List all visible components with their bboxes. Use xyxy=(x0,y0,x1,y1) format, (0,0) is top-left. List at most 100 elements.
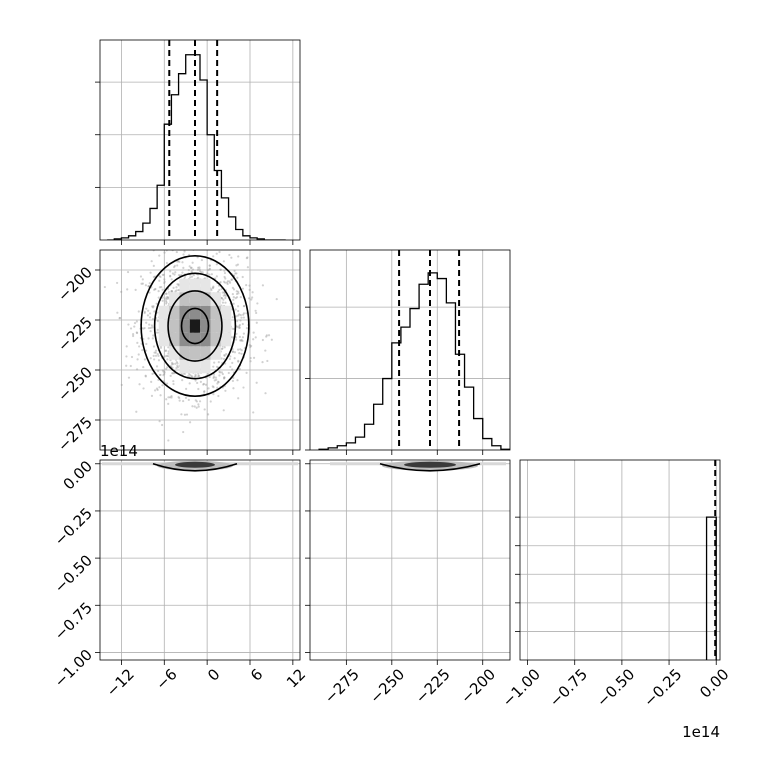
hist2d-p0-p1-point-841 xyxy=(141,278,144,281)
hist2d-p0-p1-point-969 xyxy=(233,269,236,272)
hist2d-p0-p1-point-571 xyxy=(246,256,249,259)
hist2d-p0-p1-cell-15 xyxy=(189,359,201,374)
hist2d-p0-p1-point-1413 xyxy=(164,349,168,352)
hist2d-p0-p1-point-1474 xyxy=(197,403,200,406)
hist2d-p0-p1-cell-19 xyxy=(189,305,201,320)
hist2d-p0-p1-point-604 xyxy=(212,385,215,389)
hist2d-p0-p1-point-1222 xyxy=(254,336,257,339)
hist2d-p0-p1-point-1283 xyxy=(127,323,130,326)
hist-p2-grid-y xyxy=(520,516,720,632)
hist2d-p0-p1-point-1308 xyxy=(237,292,240,295)
hist2d-p0-p1-point-1267 xyxy=(222,409,225,412)
hist2d-p0-p1-point-1159 xyxy=(161,296,164,299)
hist2d-p0-p1-point-1317 xyxy=(184,396,188,399)
hist2d-p0-p1-point-122 xyxy=(134,288,137,291)
hist2d-p0-p1-point-451 xyxy=(256,302,259,305)
hist2d-p0-p1-point-1058 xyxy=(223,376,226,379)
hist2d-p0-p1-point-1418 xyxy=(125,364,128,367)
hist2d-p0-p1-point-635 xyxy=(149,357,152,360)
hist2d-p0-p1-point-35 xyxy=(167,352,170,355)
hist2d-p0-p1-point-784 xyxy=(232,387,235,390)
hist2d-p0-p1-point-46 xyxy=(153,351,156,354)
hist2d-p0-p1-point-1183 xyxy=(245,371,248,374)
hist2d-p0-p1-point-186 xyxy=(238,367,241,371)
hist2d-p0-p1-point-1324 xyxy=(165,292,168,295)
hist2d-p0-p1-point-1370 xyxy=(229,365,232,368)
hist2d-p0-p1-point-288 xyxy=(236,320,239,323)
hist2d-p0-p1-point-689 xyxy=(233,357,236,360)
hist2d-p0-p1-point-707 xyxy=(159,275,162,279)
hist2d-p0-p1-point-1171 xyxy=(235,332,238,335)
hist2d-p0-p1-point-485 xyxy=(197,276,200,279)
hist2d-p0-p1-point-30 xyxy=(210,273,213,276)
hist2d-p0-p1-point-53 xyxy=(140,282,143,285)
hist2d-p0-p1-point-417 xyxy=(173,264,176,267)
hist2d-p0-p1-point-558 xyxy=(188,382,191,385)
hist2d-p0-p1-point-1371 xyxy=(130,355,134,359)
hist2d-p0-p1-point-1501 xyxy=(211,286,214,290)
hist2d-p0-p1-point-911 xyxy=(229,355,232,358)
hist2d-p0-p1-point-1087 xyxy=(238,352,241,355)
hist2d-p0-p1-point-1322 xyxy=(270,338,273,341)
hist-p2-histogram xyxy=(705,516,717,660)
hist2d-p0-p1-point-1382 xyxy=(161,299,164,302)
hist2d-p0-p1-point-788 xyxy=(146,314,150,317)
hist2d-p0-p1-point-1045 xyxy=(171,372,174,375)
hist2d-p0-p1-point-483 xyxy=(197,372,200,375)
hist2d-p0-p1-point-687 xyxy=(208,264,211,267)
hist2d-p0-p1-point-1388 xyxy=(170,395,173,398)
hist2d-p0-p1-point-566 xyxy=(231,350,235,353)
hist2d-p0-p1-point-71 xyxy=(222,357,226,361)
hist-p0-bin-18 xyxy=(236,229,243,240)
hist2d-p0-p1-point-189 xyxy=(167,402,170,405)
hist2d-p0-p1-point-1415 xyxy=(159,373,162,377)
hist2d-p0-p1-point-1297 xyxy=(163,371,166,374)
hist2d-p0-p1-point-21 xyxy=(185,387,188,390)
hist2d-p0-p1-point-1116 xyxy=(172,380,175,383)
hist-p1-bin-11 xyxy=(419,284,428,450)
hist2d-p0-p1-point-636 xyxy=(153,288,156,291)
hist2d-p0-p1-point-106 xyxy=(144,375,147,378)
hist2d-p0-p1-point-538 xyxy=(275,298,278,301)
hist2d-p0-p1-point-468 xyxy=(222,260,225,263)
hist2d-p0-p1-point-1002 xyxy=(182,430,185,434)
hist2d-p0-p1-point-488 xyxy=(144,349,148,352)
hist2d-p0-p1-point-828 xyxy=(230,278,233,281)
hist2d-p0-p1-point-89 xyxy=(191,268,195,271)
hist2d-p0-p1-point-970 xyxy=(249,360,252,363)
hist2d-p0-p2-xtick-label-3: 6 xyxy=(247,665,266,684)
hist2d-p0-p1-point-614 xyxy=(239,339,242,342)
hist2d-p0-p1-point-546 xyxy=(172,362,175,366)
hist2d-p0-p1-point-1503 xyxy=(267,334,271,337)
hist2d-p0-p1-point-241 xyxy=(223,354,226,357)
hist2d-p0-p1-point-659 xyxy=(188,421,192,424)
hist2d-p0-p1-point-439 xyxy=(177,283,180,286)
hist2d-p0-p1-point-1372 xyxy=(234,272,237,275)
hist2d-p0-p1-point-933 xyxy=(148,323,151,326)
hist2d-p0-p1-point-243 xyxy=(178,396,181,400)
hist2d-p0-p1-point-48 xyxy=(212,393,215,396)
hist2d-p0-p1-point-1081 xyxy=(141,282,144,285)
hist2d-p0-p1-point-1268 xyxy=(159,346,163,349)
hist2d-p0-p1-point-1173 xyxy=(223,275,226,279)
hist2d-p0-p1-point-1517 xyxy=(212,255,215,258)
hist2d-p0-p1-point-1054 xyxy=(158,420,161,423)
hist2d-p0-p1-point-142 xyxy=(171,361,174,365)
hist2d-p0-p1-point-677 xyxy=(145,321,148,324)
hist2d-p0-p1-cell-33 xyxy=(210,292,221,306)
hist2d-p0-p1-point-950 xyxy=(158,373,161,377)
hist2d-p0-p1-point-378 xyxy=(219,281,222,284)
hist2d-p0-p1-point-279 xyxy=(148,282,151,285)
hist2d-p0-p1-point-240 xyxy=(156,353,159,356)
hist2d-p0-p1-point-1111 xyxy=(223,271,227,275)
hist2d-p0-p1-point-1564 xyxy=(230,278,233,281)
hist2d-p0-p1-point-741 xyxy=(220,287,223,291)
hist-p0-bin-3 xyxy=(129,236,136,240)
hist2d-p0-p1-point-775 xyxy=(239,348,242,351)
hist2d-p0-p1-point-1498 xyxy=(172,382,175,386)
hist2d-p0-p1-point-31 xyxy=(151,337,154,340)
hist2d-p0-p1-point-222 xyxy=(237,290,240,293)
hist2d-p0-p1-point-160 xyxy=(148,312,152,315)
hist2d-p0-p1-point-555 xyxy=(237,359,240,362)
